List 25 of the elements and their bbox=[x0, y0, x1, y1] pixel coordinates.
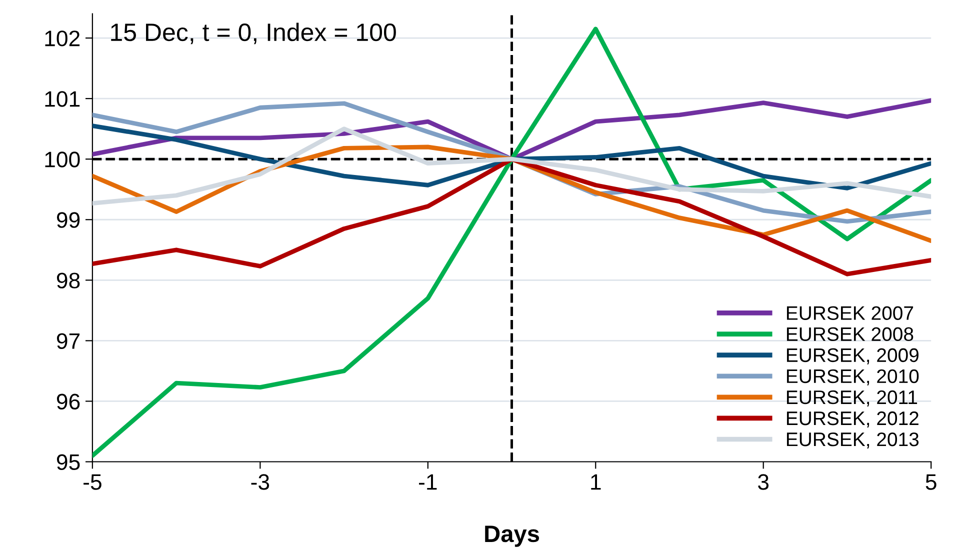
y-tick-label: 97 bbox=[56, 333, 80, 349]
y-tick-label: 100 bbox=[45, 152, 80, 168]
y-tick-label: 99 bbox=[56, 212, 80, 228]
legend-label: EURSEK 2007 bbox=[786, 306, 914, 320]
legend-label: EURSEK, 2011 bbox=[786, 390, 918, 406]
y-tick-label: 98 bbox=[56, 272, 80, 288]
x-tick-label: -1 bbox=[419, 474, 437, 490]
y-tick-label: 96 bbox=[56, 394, 80, 410]
y-tick-label: 102 bbox=[45, 30, 80, 46]
x-tick-label: 3 bbox=[758, 474, 769, 490]
line-series bbox=[92, 124, 932, 190]
legend-label: EURSEK, 2010 bbox=[786, 369, 919, 386]
annotation: 15 Dec, t = 0, Index = 100 bbox=[111, 22, 396, 44]
x-tick-label: -3 bbox=[251, 474, 270, 490]
legend-label: EURSEK, 2012 bbox=[786, 411, 918, 428]
y-tick-label: 101 bbox=[45, 91, 80, 107]
x-axis-title: Days bbox=[485, 526, 540, 547]
y-tick-label: 95 bbox=[56, 454, 80, 470]
legend-label: EURSEK, 2013 bbox=[786, 432, 919, 449]
legend-label: EURSEK, 2009 bbox=[786, 348, 918, 364]
x-tick-label: -5 bbox=[84, 474, 102, 490]
legend-label: EURSEK 2008 bbox=[786, 327, 914, 342]
x-tick-label: 1 bbox=[591, 474, 601, 490]
x-tick-label: 5 bbox=[926, 474, 936, 490]
line-series bbox=[92, 126, 932, 206]
